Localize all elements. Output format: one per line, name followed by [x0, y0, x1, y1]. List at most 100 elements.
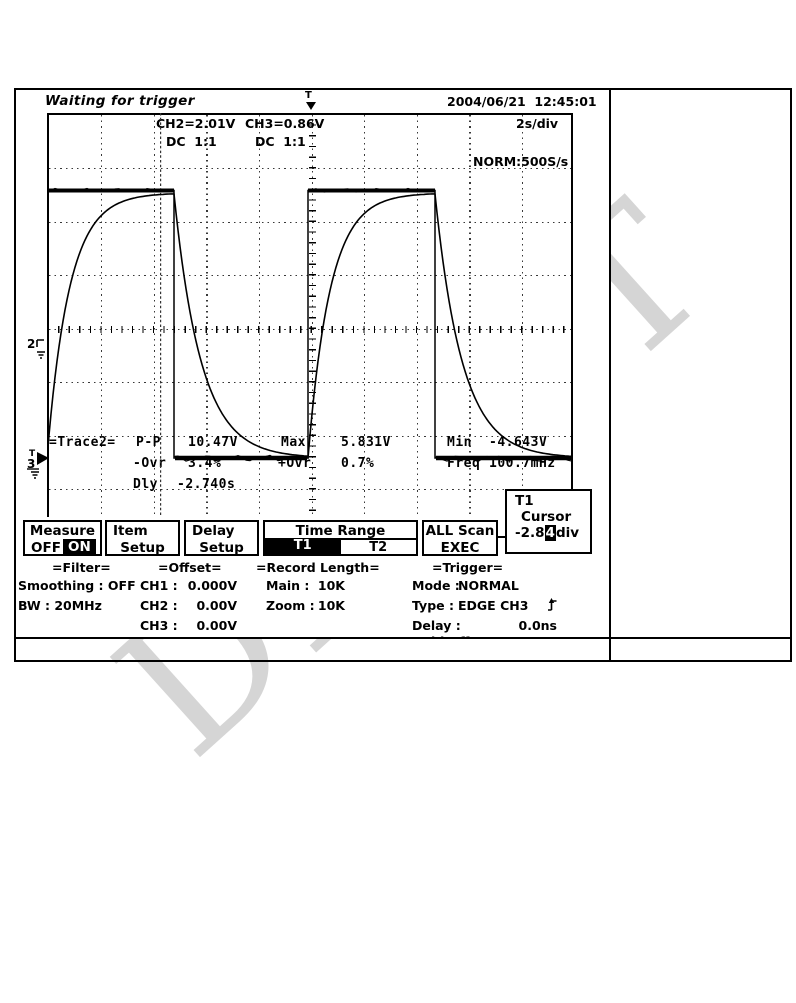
softkey-item-setup[interactable]: Item Setup [105, 520, 180, 556]
trigger-section-header: =Trigger= [432, 560, 504, 575]
scope-status-text: Waiting for trigger [45, 93, 195, 109]
all-scan-title: ALL Scan [425, 523, 495, 539]
ch3-trigger-marker: T 3 [27, 449, 49, 479]
delay-title: Delay [192, 523, 235, 539]
figure-horizontal-divider [14, 637, 792, 639]
trigger-mode-value: NORMAL [458, 578, 519, 593]
trigger-position-label: T [305, 90, 312, 101]
ch2-marker-label: 2 [27, 337, 35, 351]
ch3-scale-label: CH3=0.86V [245, 116, 325, 131]
ch3-marker-label: 3 [27, 457, 35, 471]
ch4-offset-value: 0.0V [178, 634, 237, 639]
softkey-delay-setup[interactable]: Delay Setup [184, 520, 259, 556]
time-range-t1-option[interactable]: T1 [265, 538, 341, 554]
cursor-value-unit: div [555, 525, 580, 541]
gridline [206, 115, 208, 517]
gridline [308, 115, 316, 517]
pp-value: 10.47V [188, 435, 238, 450]
trigger-type-value: EDGE CH3 [458, 598, 529, 613]
cursor-value: -2.84div [507, 525, 590, 541]
ch3-offset-label: CH3 : [140, 618, 178, 633]
cursor-value-highlight-digit[interactable]: 4 [544, 525, 556, 541]
item-title: Item [113, 523, 148, 539]
ground-icon [37, 351, 45, 359]
all-scan-exec: EXEC [440, 540, 480, 556]
trace-noise [47, 187, 572, 462]
gridline [101, 115, 103, 517]
acquisition-mode-label: NORM:500S/s [473, 154, 569, 169]
povr-value: 0.7% [341, 456, 375, 471]
trigger-delay-value: 0.0ns [518, 618, 557, 633]
bandwidth-status: BW : 20MHz [18, 598, 102, 613]
item-subtitle: Setup [120, 540, 165, 556]
ch2-exponential-trace [47, 193, 573, 459]
record-length-section-header: =Record Length= [256, 560, 380, 575]
dly-label: Dly [133, 477, 158, 492]
trigger-mode-label: Mode : [412, 578, 460, 593]
cursor-box-connector [496, 536, 506, 538]
timebase-label: 2s/div [516, 116, 559, 131]
pp-label: P-P [136, 435, 161, 450]
rising-edge-icon [548, 598, 557, 611]
cursor-t1-label: T1 [515, 493, 534, 509]
ch2-position-marker: 2 [27, 337, 45, 359]
smoothing-status: Smoothing : OFF [18, 578, 136, 593]
waveform-plot [47, 113, 573, 517]
trigger-holdoff-value: 0.2us [500, 634, 557, 639]
softkey-all-scan[interactable]: ALL Scan EXEC [422, 520, 498, 556]
trigger-type-label: Type : [412, 598, 454, 613]
delay-subtitle: Setup [199, 540, 244, 556]
trigger-holdoff-label: Hold Off : [412, 634, 479, 639]
filter-section-header: =Filter= [52, 560, 111, 575]
zoom-record-value: 10K [317, 598, 345, 613]
measure-title: Measure [29, 523, 96, 539]
cursor-value-pre: -2.8 [515, 525, 545, 541]
gridline [364, 115, 366, 517]
ch1-offset-value: 0.000V [187, 578, 237, 593]
offset-section-header: =Offset= [158, 560, 222, 575]
ch4-offset-label: CH4 : [140, 634, 178, 639]
main-record-value: 10K [317, 578, 345, 593]
oscilloscope-screenshot: Waiting for trigger T 2004/06/21 12:45:0… [0, 0, 611, 639]
dly-value: -2.740s [177, 477, 236, 492]
min-label: Min [447, 435, 472, 450]
gridline [258, 115, 261, 517]
ch2-scale-label: CH2=2.01V [156, 116, 236, 131]
trigger-delay-label: Delay : [412, 618, 461, 633]
min-value: -4.643V [489, 435, 548, 450]
ch1-offset-label: CH1 : [140, 578, 178, 593]
ch3-square-trace [47, 189, 573, 459]
trace-label: =Trace2= [49, 435, 116, 450]
ch3-offset-value: 0.00V [196, 618, 237, 633]
softkey-time-range[interactable]: Time Range T1 T2 [263, 520, 418, 556]
trigger-position-arrow-icon [306, 102, 316, 110]
datetime-label: 2004/06/21 12:45:01 [447, 94, 597, 109]
measure-off-option[interactable]: OFF [31, 540, 61, 556]
cursor-label: Cursor [521, 509, 572, 525]
gridline [49, 325, 571, 333]
max-label: Max [281, 435, 306, 450]
ch2-offset-label: CH2 : [140, 598, 178, 613]
novr-label: -Ovr [133, 456, 167, 471]
main-record-label: Main : [266, 578, 310, 593]
time-range-t2-option[interactable]: T2 [340, 538, 416, 555]
ch2-level-icon [36, 339, 44, 347]
t1-cursor-readout: T1 Cursor -2.84div [505, 489, 592, 554]
gridline [153, 115, 155, 517]
trigger-t-label: T [29, 449, 36, 459]
measure-on-option[interactable]: ON [63, 539, 96, 555]
trigger-arrow-icon [37, 452, 49, 465]
max-value: 5.831V [341, 435, 391, 450]
figure-vertical-divider [609, 88, 611, 662]
gridline [416, 115, 418, 517]
ch3-coupling-label: DC 1:1 [255, 134, 306, 149]
gridline [469, 115, 471, 517]
time-range-title: Time Range [295, 523, 386, 539]
ground-icon [31, 471, 39, 479]
softkey-measure[interactable]: Measure OFF ON [23, 520, 102, 556]
zoom-record-label: Zoom : [266, 598, 315, 613]
ch2-coupling-label: DC 1:1 [166, 134, 217, 149]
gridline [521, 115, 524, 517]
graticule [47, 113, 573, 517]
ch2-offset-value: 0.00V [196, 598, 237, 613]
